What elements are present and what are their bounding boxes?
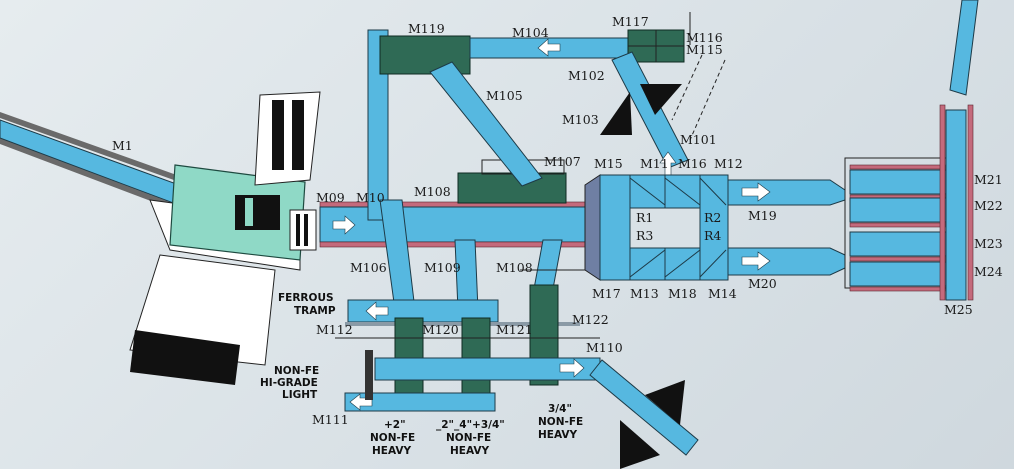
label-m20: M20	[748, 276, 777, 291]
label-m14: M14	[708, 286, 737, 301]
label-m25: M25	[944, 302, 973, 317]
plus2-line3: HEAVY	[372, 445, 412, 457]
threequarter-line1: 3/4"	[548, 403, 572, 415]
nonfe-light-line2: HI-GRADE	[260, 377, 318, 389]
label-m116: M116	[686, 30, 723, 45]
conveyor-m1	[0, 119, 183, 205]
label-m1: M1	[112, 138, 133, 153]
label-m122: M122	[572, 312, 609, 327]
label-m112: M112	[316, 322, 353, 337]
label-m117: M117	[612, 14, 649, 29]
flow-arrow-m110	[559, 358, 585, 378]
label-m119: M119	[408, 21, 445, 36]
equipment-m108	[457, 172, 567, 204]
label-m110: M110	[586, 340, 623, 355]
threequarter-line3: HEAVY	[538, 429, 578, 441]
ferrous-tramp-line1: FERROUS	[278, 292, 334, 304]
label-m106: M106	[350, 260, 387, 275]
conveyor-m105	[429, 61, 543, 187]
label-m109: M109	[424, 260, 461, 275]
label-m108b: M108	[496, 260, 533, 275]
flow-arrow-m10	[332, 215, 356, 235]
conveyor-m10	[319, 206, 586, 243]
flow-arrow-m112	[365, 301, 389, 321]
label-m18: M18	[668, 286, 697, 301]
label-m09: M09	[316, 190, 345, 205]
label-m115: M115	[686, 42, 723, 57]
label-m105: M105	[486, 88, 523, 103]
conveyor-m111	[344, 392, 496, 412]
label-m102: M102	[568, 68, 605, 83]
nonfe-light-line1: NON-FE	[274, 365, 319, 377]
output-labels: FERROUS TRAMP NON-FE HI-GRADE LIGHT +2" …	[260, 292, 583, 457]
conveyor-m102	[611, 51, 689, 169]
label-m23: M23	[974, 236, 1003, 251]
label-m104: M104	[512, 25, 549, 40]
right-output-bank	[844, 104, 974, 301]
flow-arrow-m104	[537, 38, 561, 57]
conveyor-m110-diagonal	[589, 359, 699, 456]
infeed-rails	[0, 112, 185, 212]
minus2-line1: _2"_4"+3/4"	[436, 419, 505, 431]
label-m24: M24	[974, 264, 1003, 279]
label-m16: M16	[678, 156, 707, 171]
label-m111: M111	[312, 412, 349, 427]
label-r4: R4	[704, 228, 721, 243]
flow-arrow-m101	[659, 151, 677, 176]
label-r3: R3	[636, 228, 653, 243]
label-m22: M22	[974, 198, 1003, 213]
label-m15: M15	[594, 156, 623, 171]
plus2-line1: +2"	[384, 419, 406, 431]
chute-triangle-2	[640, 84, 682, 115]
label-m108a: M108	[414, 184, 451, 199]
shredder-machine	[129, 91, 321, 385]
label-m17: M17	[592, 286, 621, 301]
ferrous-tramp-line2: TRAMP	[294, 305, 336, 317]
conveyor-left-vertical	[367, 29, 389, 221]
equipment-labels: M1 M09 M10 M108 M107 M119 M104 M117 M116…	[112, 14, 1003, 427]
plus2-line2: NON-FE	[370, 432, 415, 444]
minus2-line3: HEAVY	[450, 445, 490, 457]
label-m11: M11	[640, 156, 669, 171]
flow-arrow-m19	[741, 182, 771, 202]
label-m13: M13	[630, 286, 659, 301]
label-r2: R2	[704, 210, 721, 225]
label-m19: M19	[748, 208, 777, 223]
chute-triangle-3	[645, 380, 685, 425]
nonfe-light-line3: LIGHT	[282, 389, 318, 401]
flow-arrow-m20	[741, 251, 771, 271]
chute-triangle-4	[620, 420, 660, 469]
label-m101: M101	[680, 132, 717, 147]
conveyor-right-diagonal	[949, 0, 979, 96]
label-m21: M21	[974, 172, 1003, 187]
label-m121: M121	[496, 322, 533, 337]
label-r1: R1	[636, 210, 653, 225]
minus2-line2: NON-FE	[446, 432, 491, 444]
label-m107: M107	[544, 154, 581, 169]
chute-triangle-1	[600, 92, 632, 135]
label-m10: M10	[356, 190, 385, 205]
label-m103: M103	[562, 112, 599, 127]
label-m12: M12	[714, 156, 743, 171]
label-m120: M120	[422, 322, 459, 337]
threequarter-line2: NON-FE	[538, 416, 583, 428]
